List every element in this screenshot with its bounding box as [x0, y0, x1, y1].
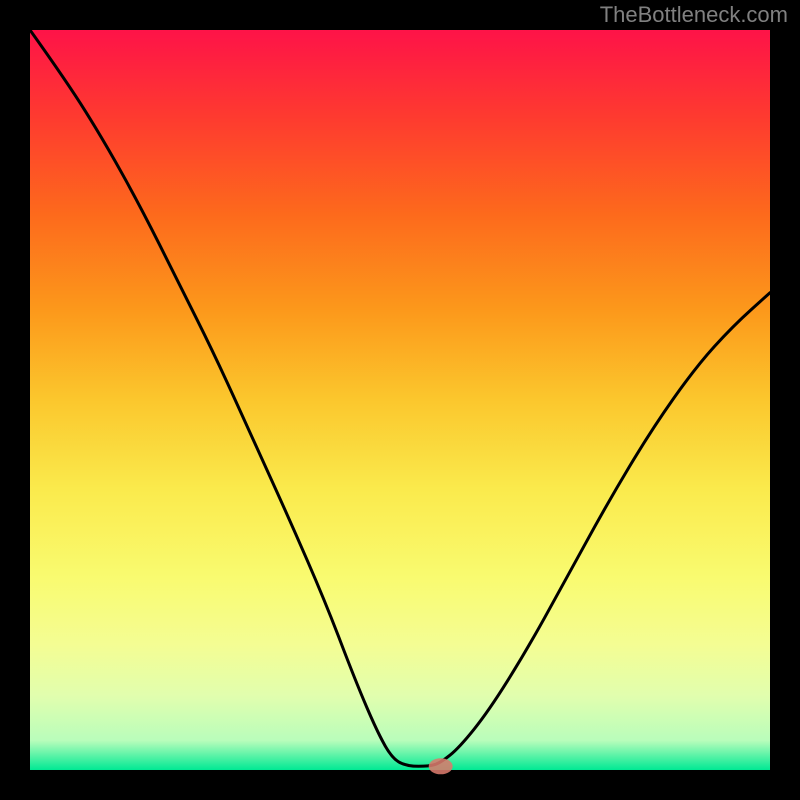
bottleneck-chart	[0, 0, 800, 800]
chart-container: TheBottleneck.com	[0, 0, 800, 800]
watermark-text: TheBottleneck.com	[600, 2, 788, 28]
optimum-marker	[429, 758, 453, 774]
